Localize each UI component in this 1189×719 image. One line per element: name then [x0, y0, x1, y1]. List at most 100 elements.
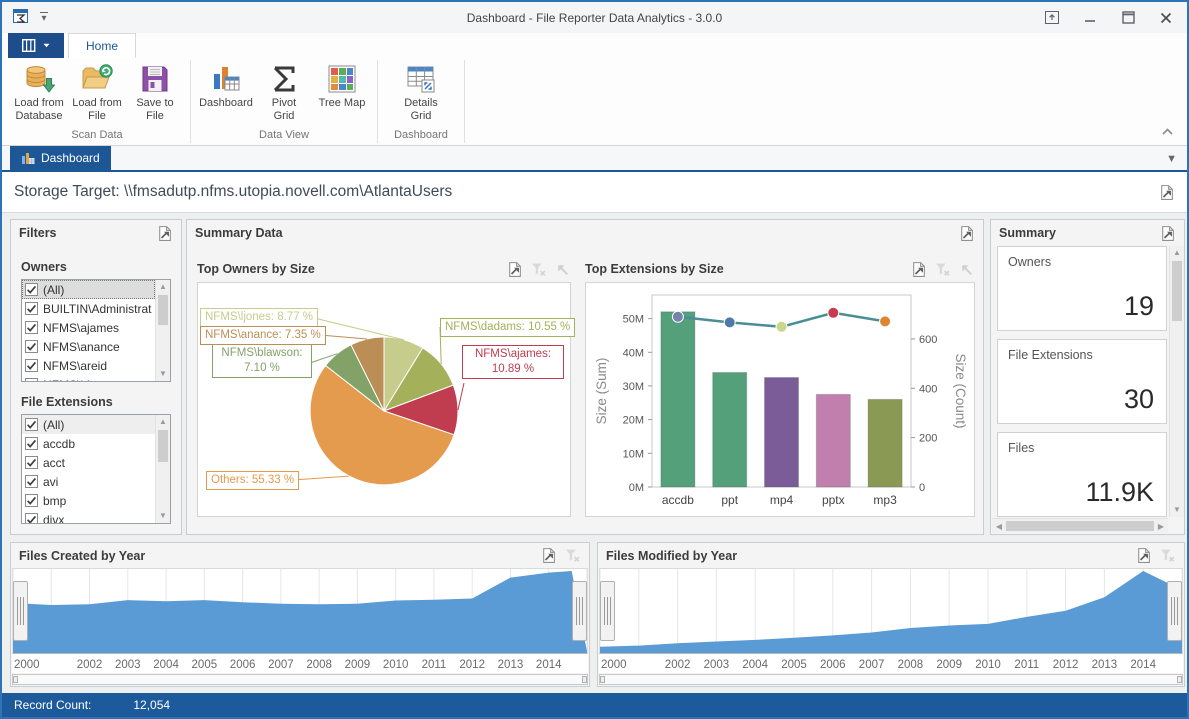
checkbox-checked-icon[interactable] — [25, 378, 38, 382]
pivot-grid-button[interactable]: Pivot Grid — [255, 61, 313, 128]
scroll-up-icon[interactable]: ▲ — [159, 417, 167, 426]
extension-checkbox-item[interactable]: divx — [22, 510, 155, 524]
tab-home[interactable]: Home — [68, 33, 137, 58]
files-modified-range-scrollbar[interactable] — [599, 674, 1183, 685]
collapse-ribbon-button[interactable] — [1162, 122, 1173, 140]
scrollbar-thumb[interactable] — [1006, 521, 1154, 531]
export-icon[interactable] — [958, 225, 975, 242]
checkbox-checked-icon[interactable] — [25, 513, 38, 524]
ribbon-display-options-button[interactable] — [1037, 7, 1067, 29]
scroll-up-icon[interactable]: ▲ — [159, 282, 167, 291]
range-start-handle[interactable] — [600, 581, 615, 641]
checkbox-checked-icon[interactable] — [25, 494, 38, 507]
top-extensions-chart-section: Top Extensions by Size 0M 10M 20M 30M 40M 50M… — [585, 256, 975, 517]
range-start-handle[interactable] — [13, 581, 28, 641]
files-modified-range-chart[interactable]: 2000 2002 2003 2004 2005 2006 2007 2008 2009 2010… — [599, 568, 1183, 673]
checkbox-label: bmp — [43, 493, 67, 508]
export-icon[interactable] — [910, 261, 927, 278]
ribbon-group-dashboard: Details Grid Dashboard — [378, 58, 464, 145]
extension-checkbox-item[interactable]: (All) — [22, 415, 155, 434]
scroll-down-icon[interactable]: ▼ — [159, 511, 167, 520]
export-icon[interactable] — [1159, 225, 1176, 242]
range-right-cap[interactable] — [582, 676, 587, 683]
scroll-right-icon[interactable]: ▶ — [1157, 522, 1165, 531]
checkbox-checked-icon[interactable] — [25, 475, 38, 488]
summary-panel-title: Summary — [999, 226, 1056, 240]
extension-checkbox-item[interactable]: bmp — [22, 491, 155, 510]
app-menu-button[interactable] — [8, 33, 64, 58]
top-extensions-combo-chart[interactable]: 0M 10M 20M 30M 40M 50M 0 200 400 600 accdb ppt mp4 pp… — [585, 282, 975, 517]
extension-checkbox-item[interactable]: acct — [22, 453, 155, 472]
load-from-database-button[interactable]: Load from Database — [10, 61, 68, 128]
scroll-left-icon[interactable]: ◀ — [995, 522, 1003, 531]
extensions-list-scrollbar[interactable]: ▲ ▼ — [155, 415, 170, 523]
app-menu-icon — [22, 39, 36, 52]
ribbon-group-scan-data: Load from Database Load from File — [4, 58, 190, 145]
top-extensions-chart-title: Top Extensions by Size — [585, 262, 724, 276]
button-label: Dashboard — [199, 97, 253, 109]
owner-checkbox-item[interactable]: NFMS\ajames — [22, 318, 155, 337]
range-end-handle[interactable] — [572, 581, 587, 641]
extension-checkbox-item[interactable]: accdb — [22, 434, 155, 453]
dashboard-view-button[interactable]: Dashboard — [197, 61, 255, 128]
export-icon[interactable] — [156, 225, 173, 242]
summary-horizontal-scrollbar[interactable]: ◀ ▶ — [992, 518, 1168, 533]
files-created-range-scrollbar[interactable] — [12, 674, 588, 685]
checkbox-checked-icon[interactable] — [25, 302, 38, 315]
save-to-file-button[interactable]: Save to File — [126, 61, 184, 128]
range-right-cap[interactable] — [1177, 676, 1182, 683]
close-button[interactable] — [1151, 7, 1181, 29]
checkbox-checked-icon[interactable] — [25, 359, 38, 372]
svg-text:2010: 2010 — [975, 659, 1001, 671]
summary-vertical-scrollbar[interactable]: ▲ ▼ — [1169, 246, 1184, 517]
scroll-up-icon[interactable]: ▲ — [1173, 248, 1181, 257]
checkbox-checked-icon[interactable] — [25, 456, 38, 469]
range-end-handle[interactable] — [1167, 581, 1182, 641]
maximize-button[interactable] — [1113, 7, 1143, 29]
owner-checkbox-item[interactable]: BUILTIN\Administrat — [22, 299, 155, 318]
checkbox-checked-icon[interactable] — [25, 340, 38, 353]
owners-list-scrollbar[interactable]: ▲ ▼ — [155, 280, 170, 381]
scroll-down-icon[interactable]: ▼ — [1173, 505, 1181, 514]
load-from-file-button[interactable]: Load from File — [68, 61, 126, 128]
owner-checkbox-item[interactable]: NFMS\anance — [22, 337, 155, 356]
save-file-icon — [142, 66, 168, 92]
owner-checkbox-item[interactable]: NFMS\areid — [22, 356, 155, 375]
range-left-cap[interactable] — [600, 676, 605, 683]
extension-checkbox-item[interactable]: avi — [22, 472, 155, 491]
extensions-filter-list: (All) accdb acct avi bmp divx ▲ ▼ — [21, 414, 171, 524]
checkbox-checked-icon[interactable] — [25, 437, 38, 450]
clear-filter-icon — [531, 262, 546, 276]
details-grid-button[interactable]: Details Grid — [392, 61, 450, 128]
scrollbar-thumb[interactable] — [158, 295, 168, 325]
export-icon[interactable] — [506, 261, 523, 278]
svg-text:2014: 2014 — [536, 659, 562, 671]
scrollbar-thumb[interactable] — [1172, 261, 1182, 321]
owner-checkbox-item[interactable]: NFMS\blawson — [22, 375, 155, 382]
ribbon-group-label: Dashboard — [394, 129, 448, 141]
export-icon[interactable] — [1135, 547, 1152, 564]
tab-list-dropdown-icon[interactable]: ▼ — [1166, 153, 1177, 165]
export-icon[interactable] — [540, 547, 557, 564]
svg-text:0M: 0M — [629, 482, 644, 494]
scrollbar-thumb[interactable] — [158, 430, 168, 462]
button-label: Save to File — [136, 97, 174, 122]
button-label: Tree Map — [318, 97, 366, 109]
top-owners-pie-chart[interactable]: NFMS\ljones: 8.77 % NFMS\dadams: 10.55 %… — [197, 282, 576, 517]
pie-label-ajames: NFMS\ajames: 10.89 % — [462, 345, 564, 379]
ribbon-group-data-view: Dashboard Pivot Grid Tree Map — [191, 58, 377, 145]
scroll-down-icon[interactable]: ▼ — [159, 369, 167, 378]
owner-checkbox-item[interactable]: (All) — [22, 280, 155, 299]
quick-access-toolbar-dropdown-icon[interactable]: ▾ — [40, 11, 48, 24]
files-created-range-chart[interactable]: 2000 2002 2003 2004 2005 2006 2007 2008 2009 2010… — [12, 568, 588, 673]
tab-dashboard-document[interactable]: Dashboard — [10, 146, 111, 170]
doc-tab-label: Dashboard — [41, 151, 100, 165]
export-icon[interactable] — [1158, 184, 1175, 201]
range-left-cap[interactable] — [13, 676, 18, 683]
tree-map-button[interactable]: Tree Map — [313, 61, 371, 128]
checkbox-checked-icon[interactable] — [25, 283, 38, 296]
checkbox-checked-icon[interactable] — [25, 321, 38, 334]
minimize-button[interactable] — [1075, 7, 1105, 29]
titlebar: ▾ Dashboard - File Reporter Data Analyti… — [2, 2, 1187, 33]
checkbox-checked-icon[interactable] — [25, 418, 38, 431]
